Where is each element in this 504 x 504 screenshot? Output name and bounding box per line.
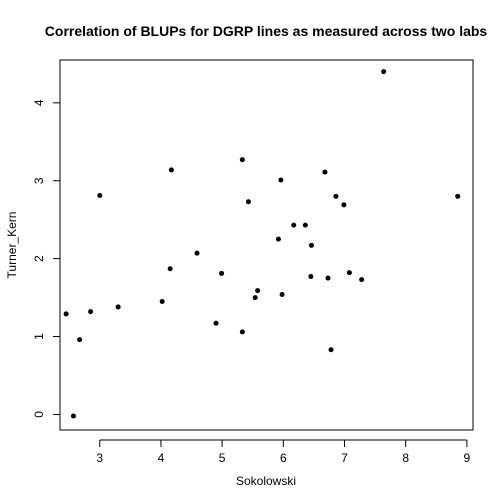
data-point [322,169,328,175]
data-point [213,320,219,326]
plot-frame [59,59,474,431]
x-tick-label: 5 [219,451,226,465]
y-axis: 0 1 2 3 4 [32,99,61,418]
data-point [333,193,339,199]
data-point [255,288,261,294]
data-point [194,250,200,256]
data-point [167,266,173,272]
x-axis: 3 4 5 6 7 8 9 [96,439,471,465]
x-tick-label: 4 [158,451,165,465]
data-point [325,275,331,281]
data-point [341,202,347,208]
data-points [63,69,461,419]
data-point [275,236,281,242]
data-point [279,291,285,297]
data-point [328,347,334,353]
data-point [115,304,121,310]
data-point [346,270,352,276]
data-point [291,222,297,228]
data-point [159,298,165,304]
y-tick-label: 1 [32,333,46,340]
y-tick-label: 2 [32,255,46,262]
data-point [219,270,225,276]
y-axis-label: Turner_Kern [5,212,19,279]
x-tick-label: 8 [402,451,409,465]
data-point [455,193,461,199]
y-tick-label: 3 [32,177,46,184]
x-tick-label: 9 [464,451,471,465]
data-point [308,274,314,280]
x-tick-label: 6 [280,451,287,465]
data-point [278,177,284,183]
x-tick-label: 3 [96,451,103,465]
data-point [308,242,314,248]
data-point [245,199,251,205]
data-point [302,222,308,228]
data-point [381,69,387,75]
data-point [239,157,245,163]
x-axis-label: Sokolowski [236,474,296,488]
data-point [77,337,83,343]
data-point [70,413,76,419]
data-point [359,277,365,283]
data-point [168,167,174,173]
data-point [63,311,69,317]
data-point [239,329,245,335]
chart-title: Correlation of BLUPs for DGRP lines as m… [45,23,488,39]
y-tick-label: 0 [32,411,46,418]
x-tick-label: 7 [341,451,348,465]
data-point [88,309,94,315]
y-tick-label: 4 [32,99,46,106]
data-point [252,295,258,301]
data-point [97,193,103,199]
